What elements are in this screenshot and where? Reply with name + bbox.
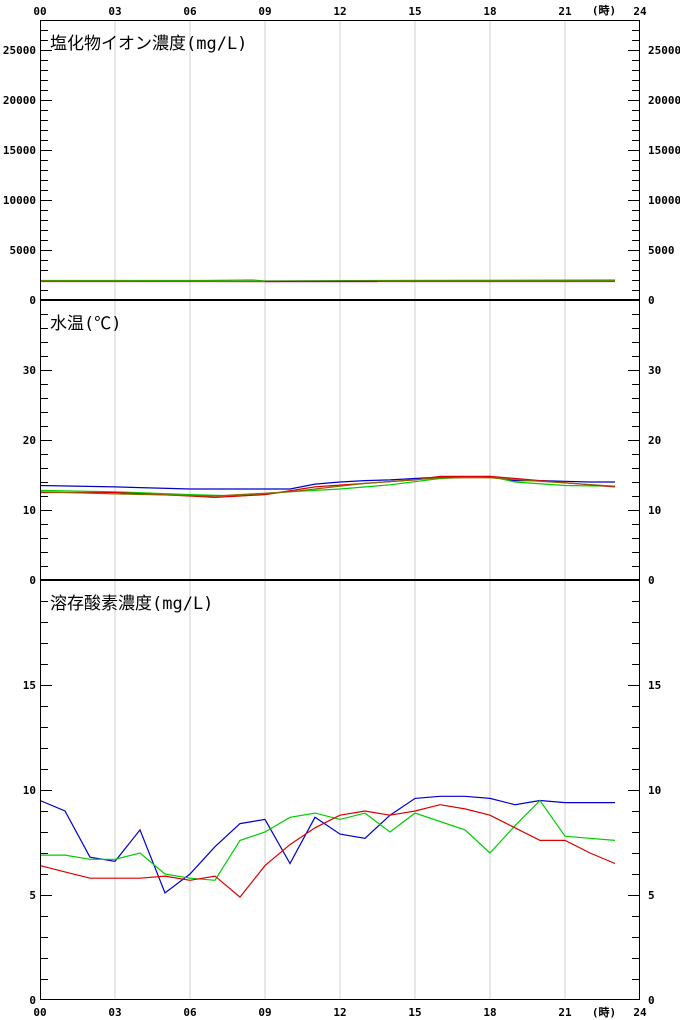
right-y-tick-label: 20 [648,434,661,447]
top-time-tick-label: 21 [558,5,572,18]
left-y-tick-label: 10 [23,504,36,517]
right-y-tick-label: 0 [648,994,655,1007]
series-line [39,475,616,497]
left-y-tick-label: 0 [29,574,36,587]
right-y-tick-label: 5000 [648,244,675,257]
series-line [39,795,615,894]
panel-frame [40,580,640,1000]
panel-frame [40,20,640,300]
bottom-time-tick-label: 03 [108,1006,121,1019]
top-time-tick-label: 09 [258,5,271,18]
right-y-tick-label: 20000 [648,94,680,107]
left-y-tick-label: 10000 [3,194,36,207]
left-y-tick-label: 15 [23,679,36,692]
left-y-tick-label: 20000 [3,94,36,107]
bottom-time-tick-label: 18 [483,1006,496,1019]
series-line [39,477,616,497]
bottom-time-tick-label: 15 [408,1006,421,1019]
right-y-tick-label: 25000 [648,44,680,57]
bottom-time-unit-label: (時) [592,1005,616,1019]
top-time-tick-label: 12 [333,5,346,18]
top-time-tick-label: 18 [483,5,496,18]
left-y-tick-label: 20 [23,434,36,447]
right-y-tick-label: 0 [648,574,655,587]
top-time-tick-label: 15 [408,5,421,18]
left-y-tick-label: 0 [29,294,36,307]
tick-layer [40,30,640,980]
grid-layer [114,20,566,1000]
right-y-tick-label: 10 [648,784,661,797]
bottom-time-tick-label: 09 [258,1006,271,1019]
right-y-tick-label: 30 [648,364,661,377]
right-y-tick-label: 10000 [648,194,680,207]
top-time-unit-label: (時) [592,3,616,17]
panel-frame [40,300,640,580]
left-y-tick-label: 10 [23,784,36,797]
series-line [40,799,616,881]
right-y-tick-label: 15 [648,679,661,692]
right-y-tick-label: 0 [648,294,655,307]
right-y-tick-label: 5 [648,889,655,902]
left-y-tick-label: 25000 [3,44,36,57]
top-time-tick-label: 06 [183,5,197,18]
top-time-tick-label: 03 [108,5,121,18]
bottom-time-tick-label: 06 [183,1006,197,1019]
left-y-tick-label: 15000 [3,144,36,157]
top-time-tick-label: 00 [33,5,46,18]
right-y-tick-label: 15000 [648,144,680,157]
series-layer [39,279,616,898]
left-y-tick-label: 5000 [10,244,37,257]
bottom-time-tick-label: 00 [33,1006,46,1019]
frame-layer [40,20,640,1000]
right-y-tick-label: 10 [648,504,661,517]
panel-title: 塩化物イオン濃度(mg/L) [50,34,247,54]
panel-title: 水温(℃) [50,314,121,334]
panel-title: 溶存酸素濃度(mg/L) [50,594,213,614]
left-y-tick-label: 0 [29,994,36,1007]
series-line [39,804,616,898]
bottom-time-tick-label: 24 [633,1006,647,1019]
left-y-tick-label: 30 [23,364,36,377]
bottom-time-tick-label: 12 [333,1006,346,1019]
left-y-tick-label: 5 [29,889,36,902]
top-time-tick-label: 24 [633,5,647,18]
bottom-time-tick-label: 21 [558,1006,572,1019]
